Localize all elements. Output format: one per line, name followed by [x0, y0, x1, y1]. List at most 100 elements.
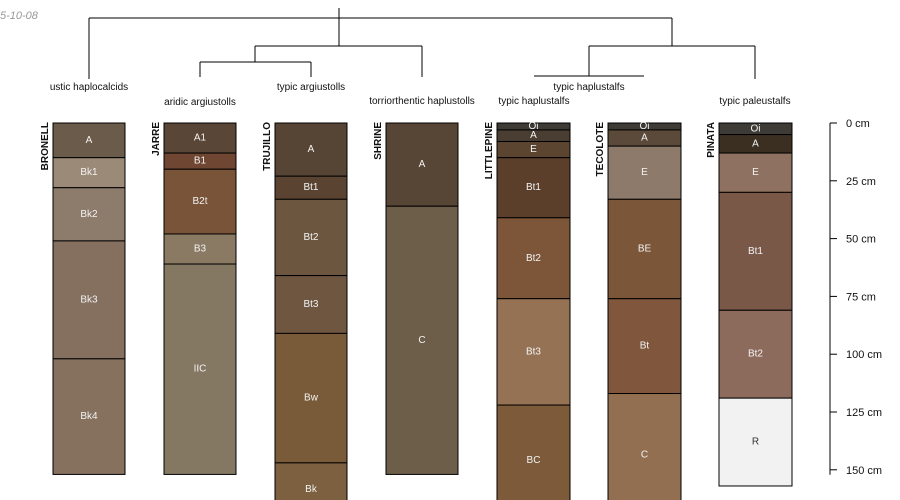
profile-name-trujillo: TRUJILLO: [262, 122, 273, 171]
horizon-label: A: [641, 133, 648, 144]
horizon-tecolote-bt: [607, 298, 682, 395]
horizon-label: Bt3: [526, 346, 541, 357]
soil-profile-tecolote: TECOLOTE OiA E BE Bt C: [595, 121, 682, 500]
horizon-tecolote-e: [607, 145, 682, 200]
depth-tick-label: 25 cm: [846, 176, 876, 188]
horizon-trujillo-bw: [274, 332, 348, 464]
horizon-littlepine-bt1: [496, 157, 571, 219]
depth-tick-label: 100 cm: [846, 349, 882, 361]
taxonomy-label-jarre: aridic argiustolls: [164, 97, 236, 108]
horizon-label: A: [308, 144, 315, 155]
taxonomy-label-pinata: typic paleustalfs: [719, 96, 790, 107]
horizon-label: Bt1: [748, 246, 763, 257]
horizon-label: Oi: [751, 123, 761, 134]
horizon-label: A: [752, 138, 759, 149]
horizon-label: BC: [527, 455, 541, 466]
horizon-pinata-bt2: [718, 309, 793, 399]
horizon-bronell-bk1: [52, 157, 126, 189]
profile-name-bronell: BRONELL: [40, 122, 51, 170]
horizon-pinata-r: [718, 397, 793, 487]
horizon-jarre-b2t: [163, 168, 237, 235]
horizon-shrine-a: [385, 122, 459, 207]
horizon-label: C: [418, 335, 425, 346]
horizon-label: B3: [194, 244, 207, 255]
horizon-bronell-bk3: [52, 240, 126, 360]
soil-profile-pinata: PINATA Oi A E Bt1 Bt2 R: [706, 122, 793, 487]
horizon-label: Oi: [529, 121, 539, 132]
soil-profile-jarre: JARRE A1 B1 B2t B3 IIC: [151, 122, 237, 475]
profile-name-pinata: PINATA: [706, 122, 717, 158]
horizon-label: Bt2: [526, 253, 541, 264]
horizon-jarre-a1: [163, 122, 237, 154]
horizon-label: Bw: [304, 393, 319, 404]
horizon-label: C: [641, 449, 648, 460]
horizon-trujillo-a: [274, 122, 348, 177]
horizon-label: Oi: [640, 121, 650, 132]
horizon-label: Bk1: [80, 167, 98, 178]
horizon-jarre-iic: [163, 263, 237, 475]
horizon-label: E: [752, 167, 759, 178]
horizon-label: B1: [194, 156, 207, 167]
horizon-trujillo-bt2: [274, 198, 348, 277]
horizon-label: IIC: [194, 364, 207, 375]
taxonomy-labels: ustic haplocalcids aridic argiustolls typi…: [50, 82, 791, 108]
horizon-trujillo-bt3: [274, 275, 348, 334]
horizon-label: Bt2: [748, 349, 763, 360]
horizon-pinata-e: [718, 152, 793, 193]
depth-tick-label: 75 cm: [846, 291, 876, 303]
horizon-tecolote-be: [607, 198, 682, 300]
taxonomy-label-tecolote: typic haplustalfs: [553, 82, 624, 93]
horizon-tecolote-c: [607, 393, 682, 500]
profile-name-shrine: SHRINE: [373, 122, 384, 160]
profile-name-tecolote: TECOLOTE: [595, 122, 606, 177]
horizon-label: E: [641, 167, 648, 178]
horizon-trujillo-bk: [274, 462, 348, 500]
depth-tick-label: 150 cm: [846, 465, 882, 477]
horizon-label: A: [86, 135, 93, 146]
horizon-label: R: [752, 437, 759, 448]
horizon-pinata-bt1: [718, 191, 793, 311]
horizon-littlepine-bt2: [496, 217, 571, 300]
soil-profiles: BRONELL A Bk1 Bk2 Bk3 Bk4 JARRE A1 B1 B2t B3 IIC TRU…: [40, 121, 793, 500]
dendrogram: [88, 8, 756, 79]
horizon-label: Bt3: [303, 299, 318, 310]
taxonomy-label-trujillo: typic argiustolls: [277, 82, 345, 93]
horizon-label: A1: [194, 133, 207, 144]
horizon-label: BE: [638, 244, 652, 255]
horizon-bronell-bk2: [52, 187, 126, 242]
horizon-bronell-a: [52, 122, 126, 159]
horizon-bronell-bk4: [52, 358, 126, 475]
depth-tick-label: 125 cm: [846, 407, 882, 419]
dendrogram-left-cluster: [199, 18, 423, 77]
depth-axis: 0 cm 25 cm 50 cm 75 cm 100 cm 125 cm 150 cm: [829, 118, 882, 477]
horizon-label: Bt1: [303, 182, 318, 193]
horizon-label: Bt2: [303, 232, 318, 243]
horizon-label: Bk4: [80, 411, 98, 422]
horizon-label: Bk3: [80, 294, 98, 305]
depth-tick-label: 0 cm: [846, 118, 870, 130]
soil-profile-bronell: BRONELL A Bk1 Bk2 Bk3 Bk4: [40, 122, 126, 475]
horizon-label: Bk2: [80, 209, 98, 220]
horizon-label: A: [419, 159, 426, 170]
horizon-shrine-c: [385, 205, 459, 475]
horizon-littlepine-bc: [496, 404, 571, 500]
profile-name-littlepine: LITTLEPINE: [484, 122, 495, 180]
taxonomy-label-shrine: torriorthentic haplustolls: [369, 96, 475, 107]
horizon-label: A: [530, 130, 537, 141]
horizon-label: Bk: [305, 484, 318, 495]
soil-profile-trujillo: TRUJILLO A Bt1 Bt2 Bt3 Bw Bk: [262, 122, 348, 500]
taxonomy-label-littlepine: typic haplustalfs: [498, 96, 569, 107]
profile-name-jarre: JARRE: [151, 122, 162, 156]
dendrogram-right-cluster: [534, 18, 756, 79]
horizon-label: Bt1: [526, 182, 541, 193]
horizon-jarre-b3: [163, 233, 237, 265]
horizon-label: E: [530, 144, 537, 155]
horizon-label: B2t: [192, 196, 207, 207]
soil-profile-shrine: SHRINE A C: [373, 122, 459, 475]
depth-tick-label: 50 cm: [846, 234, 876, 246]
dendrogram-root-branch: [88, 8, 672, 79]
date-stamp: 5-10-08: [0, 10, 39, 22]
horizon-label: Bt: [640, 341, 650, 352]
